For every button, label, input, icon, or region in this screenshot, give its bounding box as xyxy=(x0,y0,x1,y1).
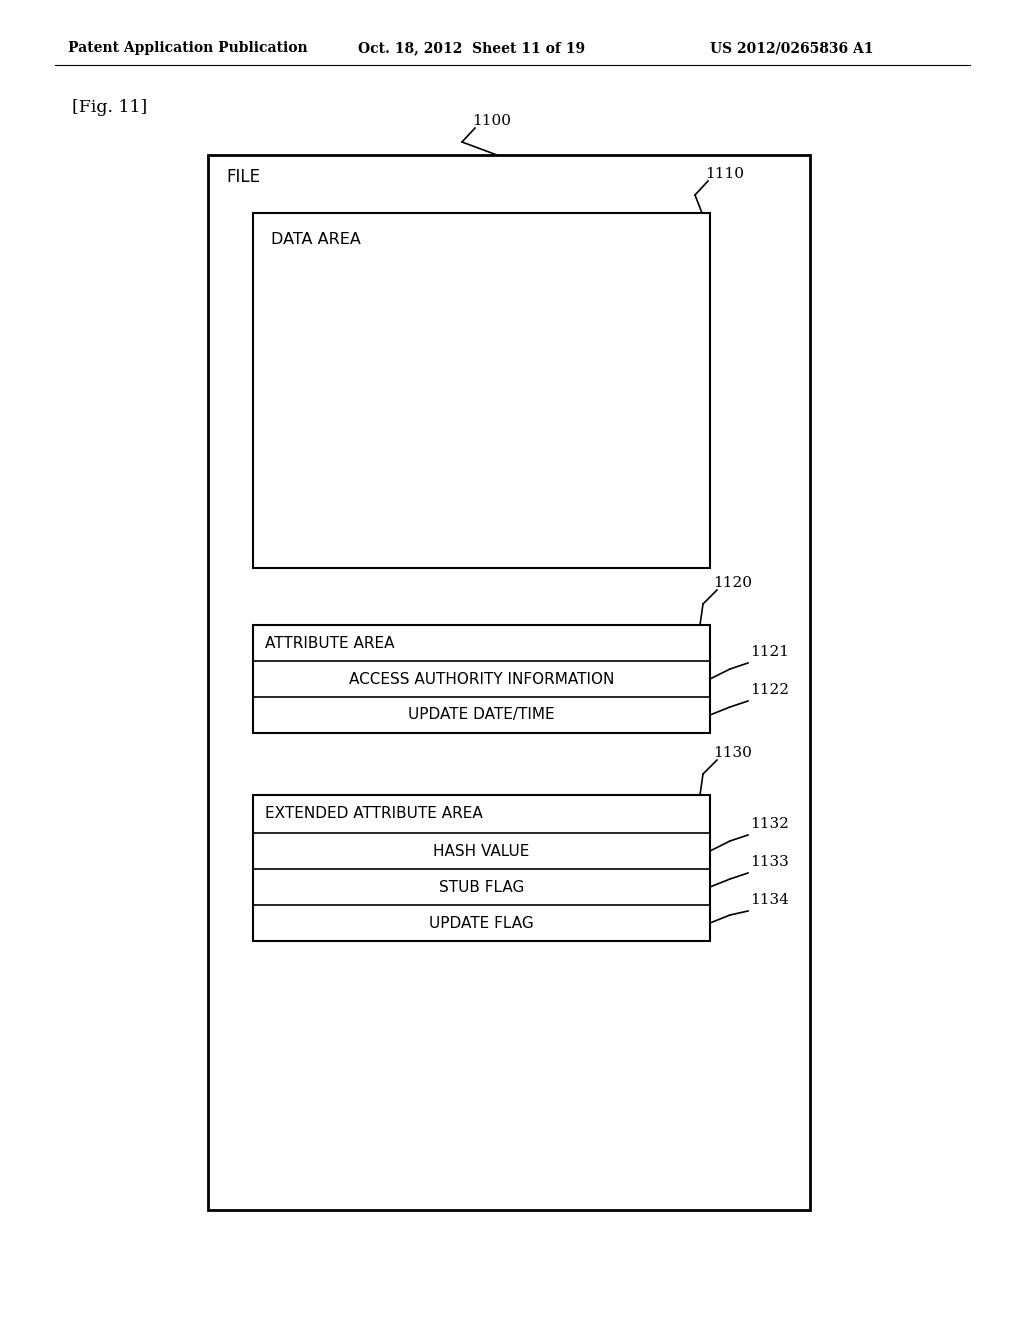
Text: 1134: 1134 xyxy=(750,894,788,907)
Text: UPDATE FLAG: UPDATE FLAG xyxy=(429,916,534,931)
Text: 1122: 1122 xyxy=(750,682,790,697)
Text: 1120: 1120 xyxy=(713,576,752,590)
Text: 1121: 1121 xyxy=(750,645,790,659)
Text: 1130: 1130 xyxy=(713,746,752,760)
Text: US 2012/0265836 A1: US 2012/0265836 A1 xyxy=(710,41,873,55)
Text: ATTRIBUTE AREA: ATTRIBUTE AREA xyxy=(265,635,394,651)
Bar xyxy=(253,795,710,941)
Bar xyxy=(208,154,810,1210)
Text: [Fig. 11]: [Fig. 11] xyxy=(72,99,147,116)
Text: 1110: 1110 xyxy=(705,168,744,181)
Bar xyxy=(253,624,710,733)
Text: HASH VALUE: HASH VALUE xyxy=(433,843,529,858)
Text: ACCESS AUTHORITY INFORMATION: ACCESS AUTHORITY INFORMATION xyxy=(349,672,614,686)
Text: 1100: 1100 xyxy=(472,114,511,128)
Text: 1133: 1133 xyxy=(750,855,788,869)
Text: DATA AREA: DATA AREA xyxy=(271,231,360,247)
Text: 1132: 1132 xyxy=(750,817,788,832)
Text: Patent Application Publication: Patent Application Publication xyxy=(68,41,307,55)
Bar xyxy=(253,213,710,568)
Text: FILE: FILE xyxy=(226,168,260,186)
Text: UPDATE DATE/TIME: UPDATE DATE/TIME xyxy=(409,708,555,722)
Text: STUB FLAG: STUB FLAG xyxy=(439,879,524,895)
Text: EXTENDED ATTRIBUTE AREA: EXTENDED ATTRIBUTE AREA xyxy=(265,807,482,821)
Text: Oct. 18, 2012  Sheet 11 of 19: Oct. 18, 2012 Sheet 11 of 19 xyxy=(358,41,585,55)
